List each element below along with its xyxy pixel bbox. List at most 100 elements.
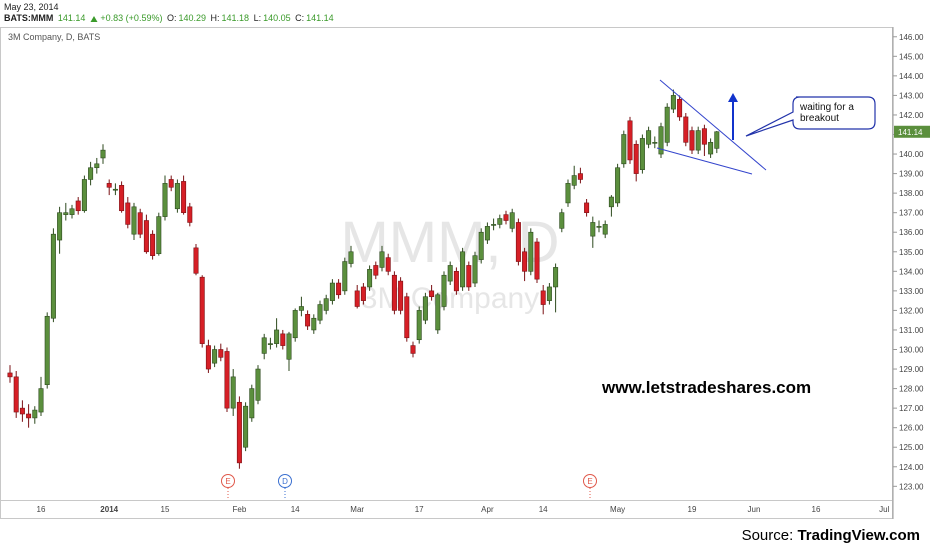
open-value: 140.29 (178, 13, 207, 23)
y-tick-label: 139.00 (899, 170, 924, 179)
candle-body (336, 282, 342, 296)
candle-body (677, 99, 683, 118)
y-tick-label: 135.00 (899, 248, 924, 257)
candle-body (230, 376, 236, 409)
candle-body (478, 231, 484, 260)
symbol: BATS:MMM (4, 13, 54, 23)
candle-body (150, 233, 156, 256)
candle-body (683, 116, 689, 143)
candle-body (373, 265, 379, 276)
candle-body (19, 407, 25, 415)
candle-body (267, 343, 273, 345)
candle-body (503, 214, 509, 221)
source-name: TradingView.com (797, 527, 920, 544)
candle-body (94, 163, 100, 169)
candle-body (714, 131, 720, 149)
candle-body (174, 183, 180, 210)
candle-body (44, 315, 50, 385)
close-value: 141.14 (306, 13, 334, 23)
candle-body (689, 130, 695, 151)
candle-body (484, 226, 490, 241)
candle-body (236, 401, 242, 464)
arrow-head (728, 93, 738, 102)
candle-body (441, 274, 447, 307)
y-tick-label: 143.00 (899, 91, 924, 100)
y-tick-label: 140.00 (899, 150, 924, 159)
candle-body (627, 120, 633, 161)
open-label: O: (166, 13, 177, 23)
candle-body (205, 345, 211, 370)
candle-body (546, 286, 552, 301)
candle-body (491, 224, 497, 226)
candle-body (193, 247, 199, 274)
x-tick-label: 14 (539, 505, 548, 514)
y-tick-label: 137.00 (899, 209, 924, 218)
candle-body (596, 226, 602, 228)
candle-body (348, 251, 354, 264)
candle-body (602, 224, 608, 235)
high-value: 141.18 (221, 13, 250, 23)
candle-body (112, 188, 118, 191)
candle-body (100, 149, 106, 159)
up-triangle (90, 15, 98, 22)
y-tick-label: 127.00 (899, 404, 924, 413)
candle-body (125, 202, 131, 225)
candle-body (137, 212, 143, 235)
candle-body (323, 298, 329, 311)
candle-body (255, 368, 261, 401)
x-tick-label: 16 (37, 505, 46, 514)
candle-body (13, 376, 19, 413)
candle-body (615, 167, 621, 204)
y-tick-label: 146.00 (899, 33, 924, 42)
candle-body (497, 218, 503, 225)
candle-body (453, 271, 459, 292)
y-tick-label: 138.00 (899, 189, 924, 198)
x-tick-label: 17 (415, 505, 424, 514)
candle-body (391, 274, 397, 311)
y-tick-label: 134.00 (899, 267, 924, 276)
y-tick-label: 129.00 (899, 365, 924, 374)
change: +0.83 (+0.59%) (100, 13, 163, 23)
event-marker (278, 474, 292, 488)
y-tick-label: 123.00 (899, 482, 924, 491)
x-tick-label: 15 (161, 505, 170, 514)
candle-body (261, 337, 267, 354)
candle-body (379, 251, 385, 268)
candle-body (621, 134, 627, 165)
y-tick-label: 124.00 (899, 463, 924, 472)
trendline-upper (659, 79, 767, 171)
candle-body (106, 183, 112, 188)
price-label-box (894, 125, 930, 138)
x-tick-label: Jun (748, 505, 761, 514)
candle-body (69, 208, 75, 215)
marks: 123.00 124.00 125.00 126.00 127.00 128.00 129.… (7, 33, 924, 514)
event-label: E (225, 477, 230, 486)
y-tick-label: 126.00 (899, 424, 924, 433)
candle-body (652, 142, 658, 144)
candle-body (212, 349, 218, 364)
trendline-lower (656, 147, 753, 175)
high-label: H: (210, 13, 220, 23)
watermark-subtitle: 3M Company (361, 282, 539, 315)
candle-body (292, 310, 298, 339)
candle-body (329, 282, 335, 301)
candle-body (410, 345, 416, 354)
candle-body (7, 372, 13, 378)
candle-body (32, 409, 38, 419)
candle-body (658, 126, 664, 155)
x-tick-label: Jul (879, 505, 889, 514)
candle-body (429, 290, 435, 298)
low-label: L: (253, 13, 262, 23)
candle-body (187, 206, 193, 223)
candle-body (119, 185, 125, 212)
header-quote: BATS:MMM 141.14 +0.83 (+0.59%) O: 140.29 … (4, 13, 336, 23)
candle-body (50, 233, 56, 319)
x-tick-label: 16 (812, 505, 821, 514)
y-tick-label: 145.00 (899, 52, 924, 61)
candle-body (305, 314, 311, 327)
candle-body (88, 167, 94, 180)
low-value: 140.05 (263, 13, 291, 23)
candle-body (286, 333, 292, 360)
candle-body (143, 220, 149, 253)
candle-body (199, 276, 205, 344)
